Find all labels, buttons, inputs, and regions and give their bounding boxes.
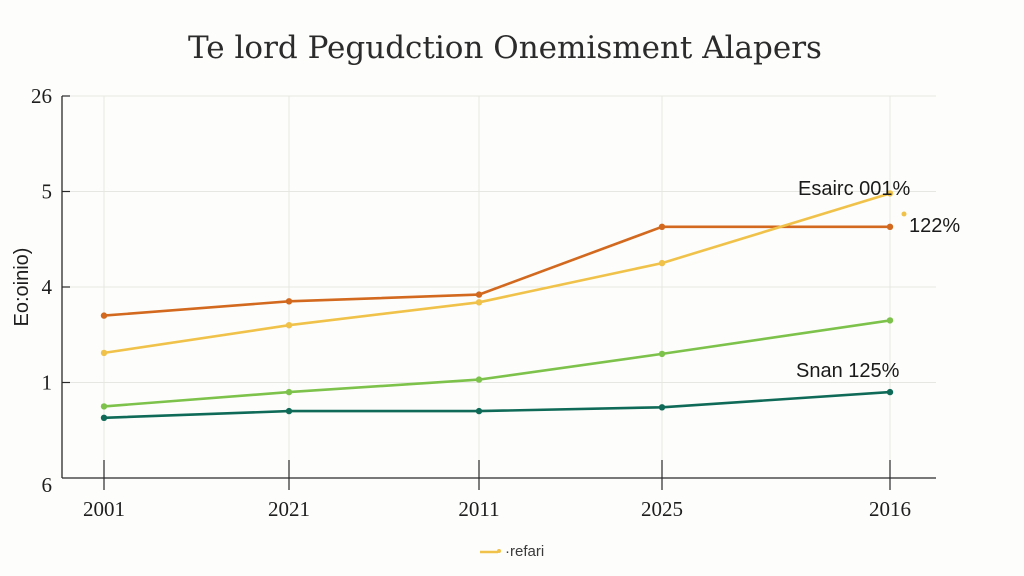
x-ticks: 2001 2021 2011 2025 2016 (83, 460, 911, 521)
annotation-snan: Snan 125% (796, 360, 900, 382)
x-tick-label-2: 2011 (458, 497, 499, 521)
grid (62, 95, 936, 478)
y-tick-label-3: 5 (42, 180, 53, 204)
y-tick-label-0: 6 (42, 473, 53, 497)
x-tick-label-4: 2016 (869, 497, 911, 521)
series-line-esairc (102, 225, 892, 317)
series-line-refari (102, 192, 892, 355)
data-point-green-3 (658, 350, 666, 358)
y-ticks: 6 1 4 5 26 (31, 84, 70, 497)
data-point-snan-1 (285, 407, 293, 415)
data-point-refari-1 (285, 322, 293, 329)
data-point-green-1 (285, 388, 293, 396)
data-point-green-0 (100, 403, 108, 410)
data-point-green-2 (475, 376, 483, 383)
x-tick-label-1: 2021 (268, 497, 310, 521)
series-lines (100, 190, 894, 421)
data-point-snan-3 (658, 404, 666, 411)
legend-bullet: · (505, 543, 510, 560)
series-line-snan (102, 390, 892, 420)
legend: ·refari (480, 543, 544, 560)
annotation-dot (901, 211, 907, 217)
x-tick-label-0: 2001 (83, 497, 125, 521)
data-point-esairc-2 (475, 291, 483, 298)
data-point-green-4 (886, 317, 894, 324)
data-point-snan-2 (475, 407, 483, 415)
series-refari (100, 190, 894, 357)
annotation-122: 122% (909, 215, 960, 237)
data-point-snan-4 (886, 388, 894, 396)
data-point-refari-4 (886, 190, 894, 197)
series-line-green (102, 319, 892, 408)
y-axis-label: Eo:oinio) (11, 248, 33, 327)
legend-swatch-dot (497, 549, 501, 553)
data-point-esairc-3 (658, 223, 666, 230)
x-tick-label-3: 2025 (641, 497, 683, 521)
data-point-esairc-4 (886, 223, 894, 230)
data-point-esairc-1 (285, 298, 293, 305)
data-point-refari-2 (475, 299, 483, 306)
chart-title: Te lord Pegudction Onemisment Alapers (188, 30, 822, 66)
data-point-esairc-0 (100, 312, 108, 319)
data-point-snan-0 (100, 414, 108, 421)
data-point-refari-3 (658, 259, 666, 267)
series-esairc (100, 223, 894, 319)
legend-label: ·refari (505, 543, 544, 560)
annotations: Esairc 001% 122% Snan 125% (796, 178, 960, 382)
y-tick-label-4: 26 (31, 84, 52, 108)
series-snan (100, 388, 894, 421)
series-green (100, 317, 894, 410)
data-point-refari-0 (100, 349, 108, 357)
legend-series-name: refari (510, 543, 544, 560)
annotation-esairc: Esairc 001% (798, 178, 910, 200)
y-tick-label-1: 1 (42, 371, 53, 395)
y-tick-label-2: 4 (42, 275, 53, 299)
